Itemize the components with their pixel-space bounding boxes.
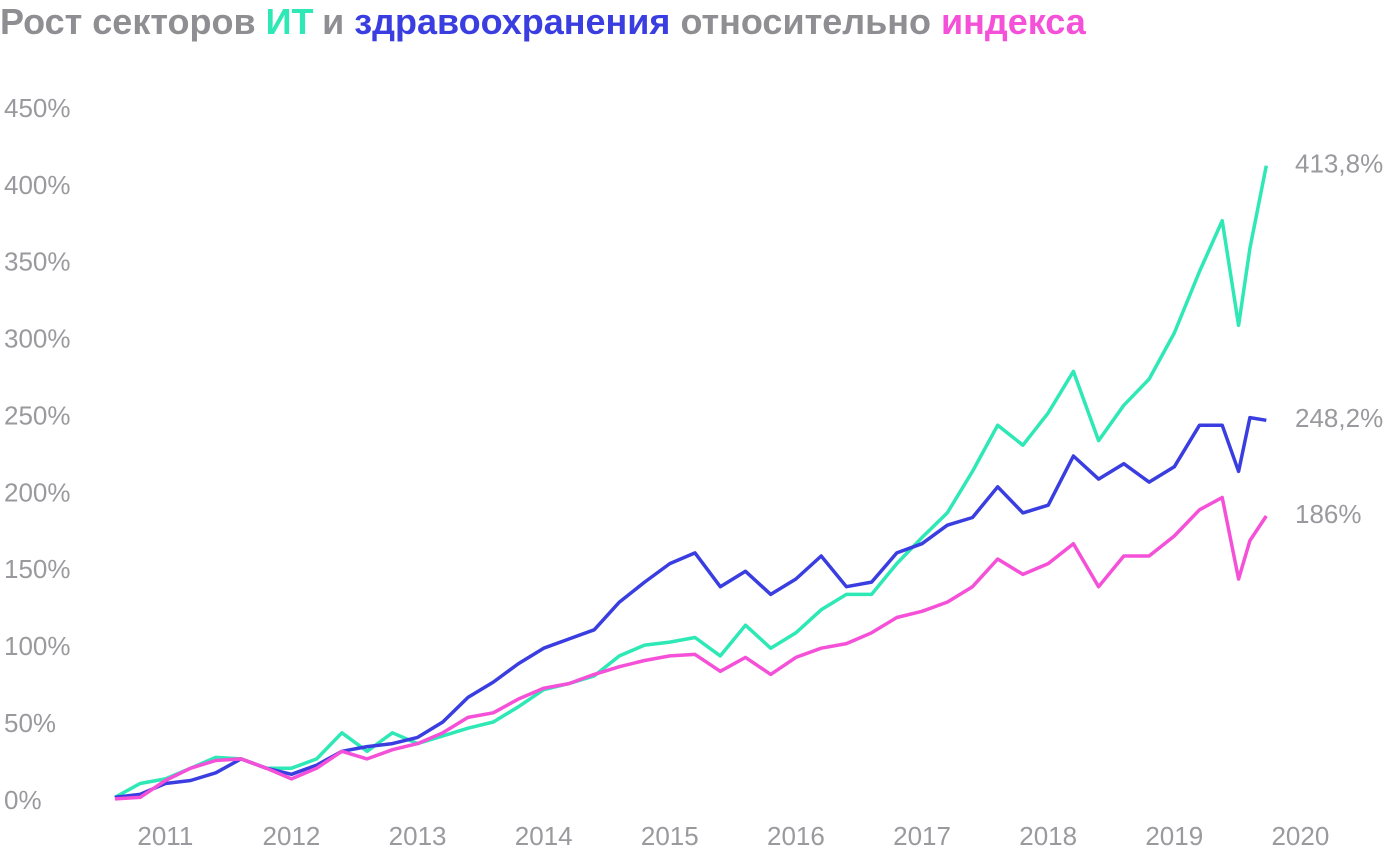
end-label: 248,2% xyxy=(1295,403,1383,433)
legend-entry: здравоохранения xyxy=(354,1,670,42)
title-text: Рост секторов xyxy=(0,1,256,42)
legend-entry: индекса xyxy=(941,1,1087,42)
y-tick-label: 100% xyxy=(4,631,71,661)
chart-title: Рост секторов ИТ и здравоохранения относител… xyxy=(0,1,1087,42)
x-tick-label: 2013 xyxy=(389,821,447,851)
y-tick-label: 50% xyxy=(4,708,56,738)
y-tick-label: 150% xyxy=(4,554,71,584)
y-tick-label: 300% xyxy=(4,324,71,354)
x-tick-label: 2018 xyxy=(1019,821,1077,851)
y-tick-label: 200% xyxy=(4,477,71,507)
legend-entry: ИТ xyxy=(266,1,314,42)
y-tick-label: 450% xyxy=(4,93,71,123)
end-label: 413,8% xyxy=(1295,149,1383,179)
x-tick-label: 2011 xyxy=(137,821,193,851)
x-tick-label: 2016 xyxy=(767,821,825,851)
x-tick-label: 2019 xyxy=(1145,821,1203,851)
end-label: 186% xyxy=(1295,499,1362,529)
y-tick-label: 400% xyxy=(4,170,71,200)
y-tick-label: 350% xyxy=(4,247,71,277)
x-tick-label: 2012 xyxy=(263,821,321,851)
series-line xyxy=(114,165,1269,799)
series-line xyxy=(114,495,1268,801)
series-line xyxy=(114,415,1267,800)
x-tick-label: 2020 xyxy=(1271,821,1329,851)
x-tick-label: 2014 xyxy=(515,821,573,851)
y-tick-label: 250% xyxy=(4,400,71,430)
title-text: относительно xyxy=(680,1,931,42)
x-tick-label: 2015 xyxy=(641,821,699,851)
title-text: и xyxy=(322,1,344,42)
y-tick-label: 0% xyxy=(4,785,42,815)
x-tick-label: 2017 xyxy=(893,821,951,851)
